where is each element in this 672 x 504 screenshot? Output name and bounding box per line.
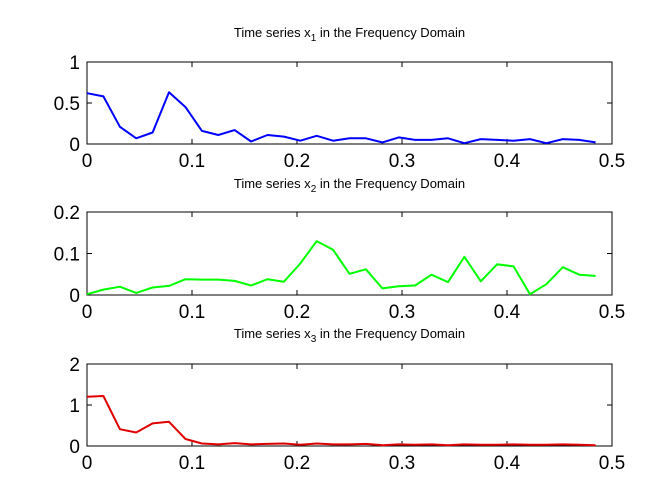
x-tick-label: 0.1 (179, 302, 205, 323)
x-tick-label: 0.3 (389, 302, 415, 323)
x-tick-label: 0.4 (494, 151, 521, 172)
series-line-3 (86, 395, 596, 447)
subplot-title-1: Time series x1 in the Frequency Domain (234, 25, 465, 44)
x-tick-label: 0.1 (179, 453, 205, 474)
axes-frame-2 (86, 211, 613, 296)
y-tick-label: 0.5 (54, 94, 80, 115)
y-tick-label: 0.2 (54, 203, 80, 224)
subplot-2: 0 0.1 0.2 0.3 0.4 0.5 0 0.1 0.2 Time series x2 in… (54, 176, 626, 323)
x-tick-label: 0.2 (284, 302, 310, 323)
x-tick-label: 0.5 (599, 302, 625, 323)
y-tick-label: 0 (69, 437, 80, 458)
axes-frame-1 (86, 61, 613, 145)
subplot-title-3: Time series x3 in the Frequency Domain (234, 326, 465, 345)
y-tick-label: 1 (69, 53, 80, 74)
subplot-3: 0 0.1 0.2 0.3 0.4 0.5 0 1 2 Time series x3 in the… (69, 326, 625, 474)
series-line-2 (86, 240, 596, 296)
x-tick-label: 0.2 (284, 453, 310, 474)
y-tick-label: 0 (69, 286, 80, 307)
x-tick-label: 0 (82, 453, 93, 474)
y-tick-label: 2 (69, 355, 80, 376)
x-tick-label: 0.1 (179, 151, 205, 172)
x-tick-label: 0 (82, 302, 93, 323)
x-tick-label: 0.4 (494, 453, 521, 474)
x-tick-label: 0.5 (599, 151, 625, 172)
subplot-1: 0 0.1 0.2 0.3 0.4 0.5 0 0.5 1 Time series x1 in t… (54, 25, 626, 172)
y-tick-label: 0 (69, 135, 80, 156)
subplot-title-2: Time series x2 in the Frequency Domain (234, 176, 465, 195)
y-tick-label: 0.1 (54, 245, 80, 266)
axes-frame-3 (86, 363, 613, 447)
x-tick-label: 0.3 (389, 151, 415, 172)
x-tick-label: 0.3 (389, 453, 415, 474)
series-line-1 (86, 91, 596, 145)
y-tick-label: 1 (69, 396, 80, 417)
x-tick-label: 0 (82, 151, 93, 172)
x-tick-label: 0.2 (284, 151, 310, 172)
x-tick-label: 0.5 (599, 453, 625, 474)
x-tick-label: 0.4 (494, 302, 521, 323)
